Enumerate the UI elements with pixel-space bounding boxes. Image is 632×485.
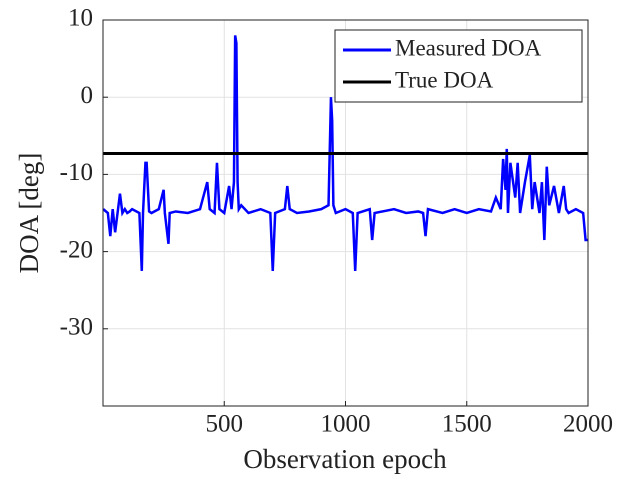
data-line (102, 35, 588, 271)
y-tick-label: 10 (68, 5, 93, 32)
x-tick-label: 2000 (563, 411, 613, 438)
y-tick-label: 0 (81, 82, 94, 109)
x-tick-label: 1500 (442, 411, 492, 438)
y-axis-label: DOA [deg] (14, 153, 44, 274)
legend-label: Measured DOA (395, 35, 542, 60)
legend-box (334, 29, 583, 103)
x-axis-label: Observation epoch (243, 444, 447, 474)
x-tick-label: 500 (206, 411, 244, 438)
y-tick-label: -10 (60, 159, 93, 186)
legend-label: True DOA (395, 67, 494, 92)
x-tick-label: 1000 (321, 411, 371, 438)
y-tick-label: -20 (60, 236, 93, 263)
y-tick-label: -30 (60, 314, 93, 341)
